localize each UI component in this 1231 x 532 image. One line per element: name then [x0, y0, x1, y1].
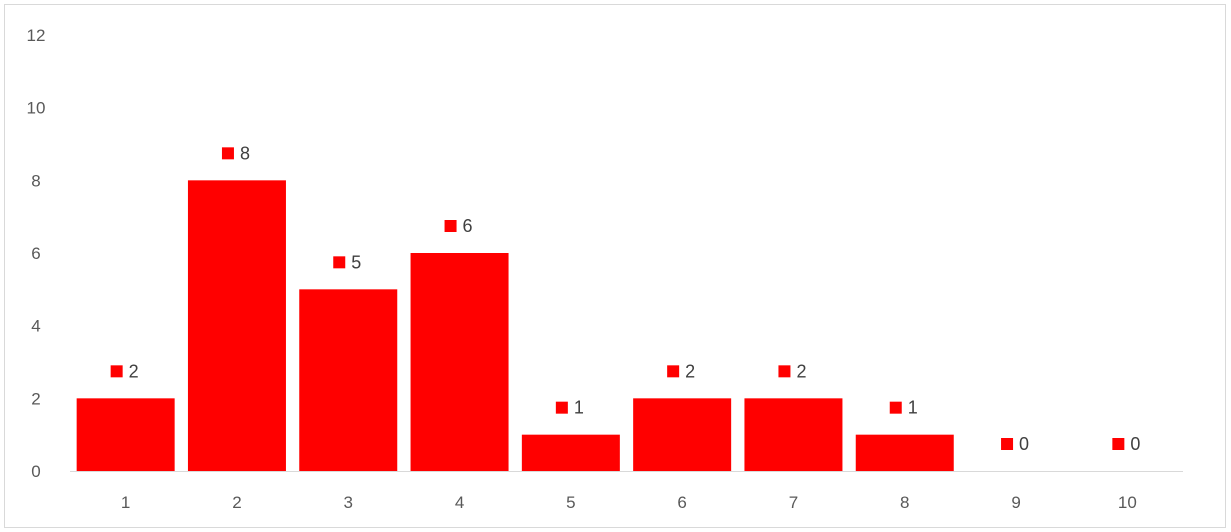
data-label: 2	[685, 361, 695, 381]
y-tick-label: 8	[31, 171, 40, 190]
bar	[187, 180, 286, 472]
bar	[76, 398, 175, 471]
x-axis-tick-labels: 1 2 3 4 5 6 7 8 9 10	[121, 493, 1137, 512]
data-label: 8	[240, 143, 250, 163]
bar	[855, 434, 954, 471]
data-label-marker	[110, 365, 123, 378]
x-tick-label: 3	[344, 493, 353, 512]
data-label: 2	[796, 361, 806, 381]
x-tick-label: 9	[1011, 493, 1020, 512]
data-label-marker	[778, 365, 791, 378]
data-label-marker	[221, 147, 234, 160]
y-tick-label: 6	[31, 244, 40, 263]
y-tick-label: 10	[27, 99, 46, 118]
y-tick-label: 0	[31, 462, 40, 481]
bars	[76, 180, 954, 472]
x-tick-label: 1	[121, 493, 130, 512]
data-label: 0	[1130, 434, 1140, 454]
data-label-marker	[889, 401, 902, 414]
data-label: 1	[574, 398, 584, 418]
data-label: 1	[908, 398, 918, 418]
x-tick-label: 5	[566, 493, 575, 512]
y-tick-label: 2	[31, 389, 40, 408]
data-label-marker	[444, 220, 457, 232]
x-tick-label: 2	[232, 493, 241, 512]
bar	[744, 398, 843, 471]
data-label: 5	[351, 252, 361, 272]
y-tick-label: 12	[27, 26, 46, 45]
data-label-marker	[1112, 438, 1125, 450]
bar	[633, 398, 732, 471]
bar	[410, 253, 509, 471]
data-label-marker	[333, 256, 346, 269]
data-labels: 2 8 5 6 1 2 2 1 0 0	[110, 143, 1140, 454]
data-label: 6	[463, 216, 473, 236]
data-label-marker	[667, 365, 680, 378]
x-tick-label: 7	[789, 493, 798, 512]
data-label-marker	[1001, 438, 1014, 450]
x-tick-label: 10	[1118, 493, 1137, 512]
y-axis-tick-labels: 0 2 4 6 8 10 12	[27, 26, 46, 481]
x-tick-label: 4	[455, 493, 464, 512]
x-tick-label: 8	[900, 493, 909, 512]
data-label-marker	[555, 401, 568, 414]
y-tick-label: 4	[31, 317, 40, 336]
bar	[299, 289, 398, 471]
x-tick-label: 6	[677, 493, 686, 512]
data-label: 0	[1019, 434, 1029, 454]
bar	[521, 434, 620, 471]
data-label: 2	[129, 361, 139, 381]
